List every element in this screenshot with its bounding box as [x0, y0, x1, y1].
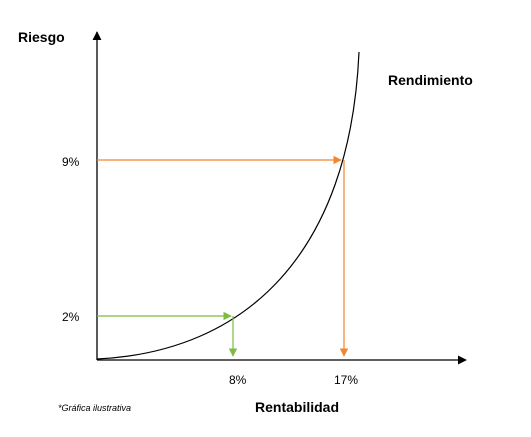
- y-tick-label-9: 9%: [62, 155, 80, 169]
- x-tick-label-17: 17%: [334, 373, 358, 387]
- footnote: *Gráfica ilustrativa: [58, 403, 131, 413]
- series-label-rendimiento: Rendimiento: [388, 72, 473, 88]
- x-tick-label-8: 8%: [229, 373, 247, 387]
- series-line-rendimiento: [96, 51, 360, 360]
- x-axis-title: Rentabilidad: [255, 399, 339, 415]
- y-tick-label-2: 2%: [62, 310, 80, 324]
- y-axis-title: Riesgo: [18, 29, 65, 45]
